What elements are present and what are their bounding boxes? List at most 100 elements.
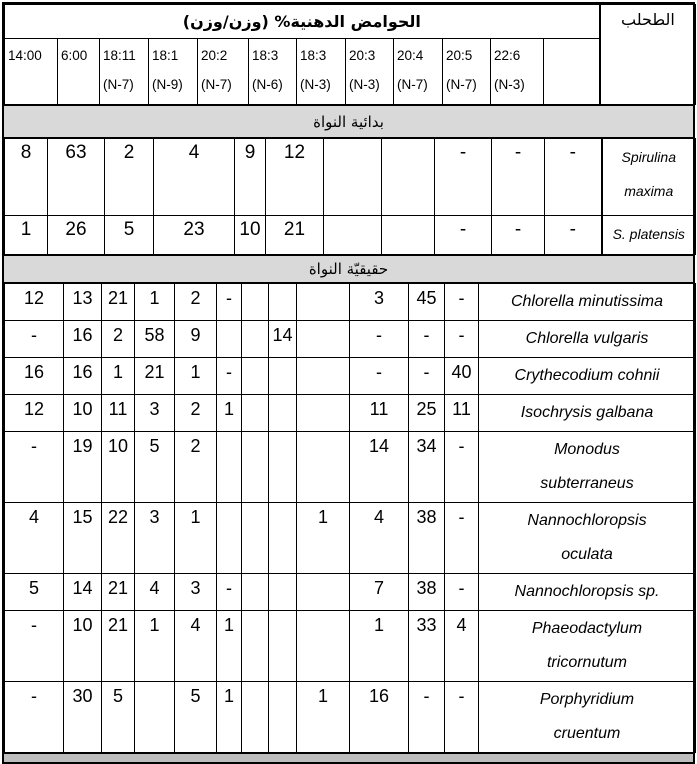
species-name-line: Spirulina xyxy=(621,149,676,165)
value-cell: 1 xyxy=(4,215,48,255)
species-name-line: Chlorella vulgaris xyxy=(525,330,649,347)
value-cell: 14 xyxy=(349,431,409,503)
value-cell: 12 xyxy=(265,138,324,216)
value-cell: - xyxy=(349,357,409,395)
value-cell: 21 xyxy=(101,610,135,682)
species-name-cell: Monodus subterraneus xyxy=(478,431,696,503)
value-cell: 14 xyxy=(268,320,297,358)
value-cell xyxy=(268,610,297,682)
value-cell: 58 xyxy=(134,320,175,358)
table-row: -16 2 58 9 14- - - Chlorella vulgaris xyxy=(4,320,696,358)
value-cell: 12 xyxy=(4,283,64,321)
value-cell: 21 xyxy=(134,357,175,395)
fatty-acid-column-header: 14:00 xyxy=(4,38,58,105)
value-cell: 2 xyxy=(101,320,135,358)
value-cell: - xyxy=(544,138,602,216)
value-cell: 2 xyxy=(174,431,217,503)
value-cell: 4 xyxy=(174,610,217,682)
value-cell: 11 xyxy=(101,394,135,432)
value-cell xyxy=(296,357,350,395)
value-cell: 1 xyxy=(349,610,409,682)
value-cell: - xyxy=(444,283,479,321)
value-cell: 21 xyxy=(101,573,135,611)
value-cell: 19 xyxy=(63,431,102,503)
value-cell xyxy=(381,138,435,216)
value-cell: - xyxy=(444,431,479,503)
table-title: الحوامض الدهنية% (وزن/وزن) xyxy=(3,4,601,39)
species-name-cell: Crythecodium cohnii xyxy=(478,357,696,395)
value-cell: - xyxy=(444,320,479,358)
value-cell: - xyxy=(216,357,242,395)
value-cell: 9 xyxy=(174,320,217,358)
value-cell: 1 xyxy=(174,502,217,574)
fatty-acid-column-header: 20:2 (N-7) xyxy=(197,38,249,105)
value-cell xyxy=(268,502,297,574)
value-cell: 10 xyxy=(234,215,266,255)
fatty-acid-column-header: 18:3 (N-3) xyxy=(296,38,346,105)
prokaryote-section-table: 8 63 2 4 9 12- - - Spirulina maxima 1 26 5 23 10 21- - - S… xyxy=(4,138,696,255)
table-row: 12 10 11 3 2 1 11 25 11 Isochrysis galbana xyxy=(4,394,696,432)
value-cell: - xyxy=(4,320,64,358)
value-cell xyxy=(296,283,350,321)
value-cell: 3 xyxy=(134,394,175,432)
value-cell xyxy=(241,283,269,321)
value-cell: 1 xyxy=(134,283,175,321)
value-cell xyxy=(323,138,382,216)
value-cell: - xyxy=(408,357,445,395)
value-cell xyxy=(241,610,269,682)
value-cell: 8 xyxy=(4,138,48,216)
fatty-acid-column-header: 22:6 (N-3) xyxy=(490,38,544,105)
value-cell: 16 xyxy=(349,681,409,753)
species-name-cell: Chlorella minutissima xyxy=(478,283,696,321)
value-cell: - xyxy=(434,138,492,216)
value-cell xyxy=(268,394,297,432)
value-cell: - xyxy=(544,215,602,255)
value-cell: 10 xyxy=(63,610,102,682)
value-cell: 4 xyxy=(349,502,409,574)
value-cell xyxy=(216,320,242,358)
species-name-cell: Phaeodactylum tricornutum xyxy=(478,610,696,682)
value-cell: 1 xyxy=(134,610,175,682)
value-cell: 10 xyxy=(101,431,135,503)
value-cell: 5 xyxy=(174,681,217,753)
species-name-line: S. platensis xyxy=(612,226,685,242)
value-cell: 16 xyxy=(63,320,102,358)
value-cell: 5 xyxy=(104,215,154,255)
fatty-acid-column-header: 20:4 (N-7) xyxy=(393,38,443,105)
value-cell xyxy=(268,357,297,395)
value-cell: 30 xyxy=(63,681,102,753)
section-band-prokaryote: بدائية النواة xyxy=(4,105,693,138)
value-cell: - xyxy=(434,215,492,255)
value-cell: 2 xyxy=(174,394,217,432)
value-cell: - xyxy=(408,681,445,753)
table-row: 16 16 1 21 1- - -40 Crythecodium cohnii xyxy=(4,357,696,395)
value-cell: - xyxy=(408,320,445,358)
species-name-cell: S. platensis xyxy=(600,215,696,255)
value-cell: 12 xyxy=(4,394,64,432)
value-cell: 21 xyxy=(101,283,135,321)
value-cell xyxy=(241,573,269,611)
value-cell: - xyxy=(216,283,242,321)
value-cell: 3 xyxy=(134,502,175,574)
species-name-line: Nannochloropsis xyxy=(527,512,647,529)
value-cell xyxy=(241,320,269,358)
value-cell: 22 xyxy=(101,502,135,574)
value-cell xyxy=(241,502,269,574)
value-cell: - xyxy=(444,681,479,753)
value-cell: 7 xyxy=(349,573,409,611)
species-name-line: Crythecodium cohnii xyxy=(514,367,660,384)
value-cell: 1 xyxy=(296,502,350,574)
cutoff-next-band-strip xyxy=(4,753,693,762)
value-cell: 3 xyxy=(349,283,409,321)
value-cell: 5 xyxy=(101,681,135,753)
value-cell: 2 xyxy=(104,138,154,216)
value-cell: 1 xyxy=(216,610,242,682)
value-cell: 9 xyxy=(234,138,266,216)
value-cell xyxy=(296,431,350,503)
value-cell: 23 xyxy=(153,215,235,255)
value-cell: 1 xyxy=(101,357,135,395)
species-name-line: Nannochloropsis sp. xyxy=(514,583,660,600)
table-row: 12 13 21 1 2-3 45- Chlorella minutissima xyxy=(4,283,696,321)
species-name-line: maxima xyxy=(624,183,674,199)
